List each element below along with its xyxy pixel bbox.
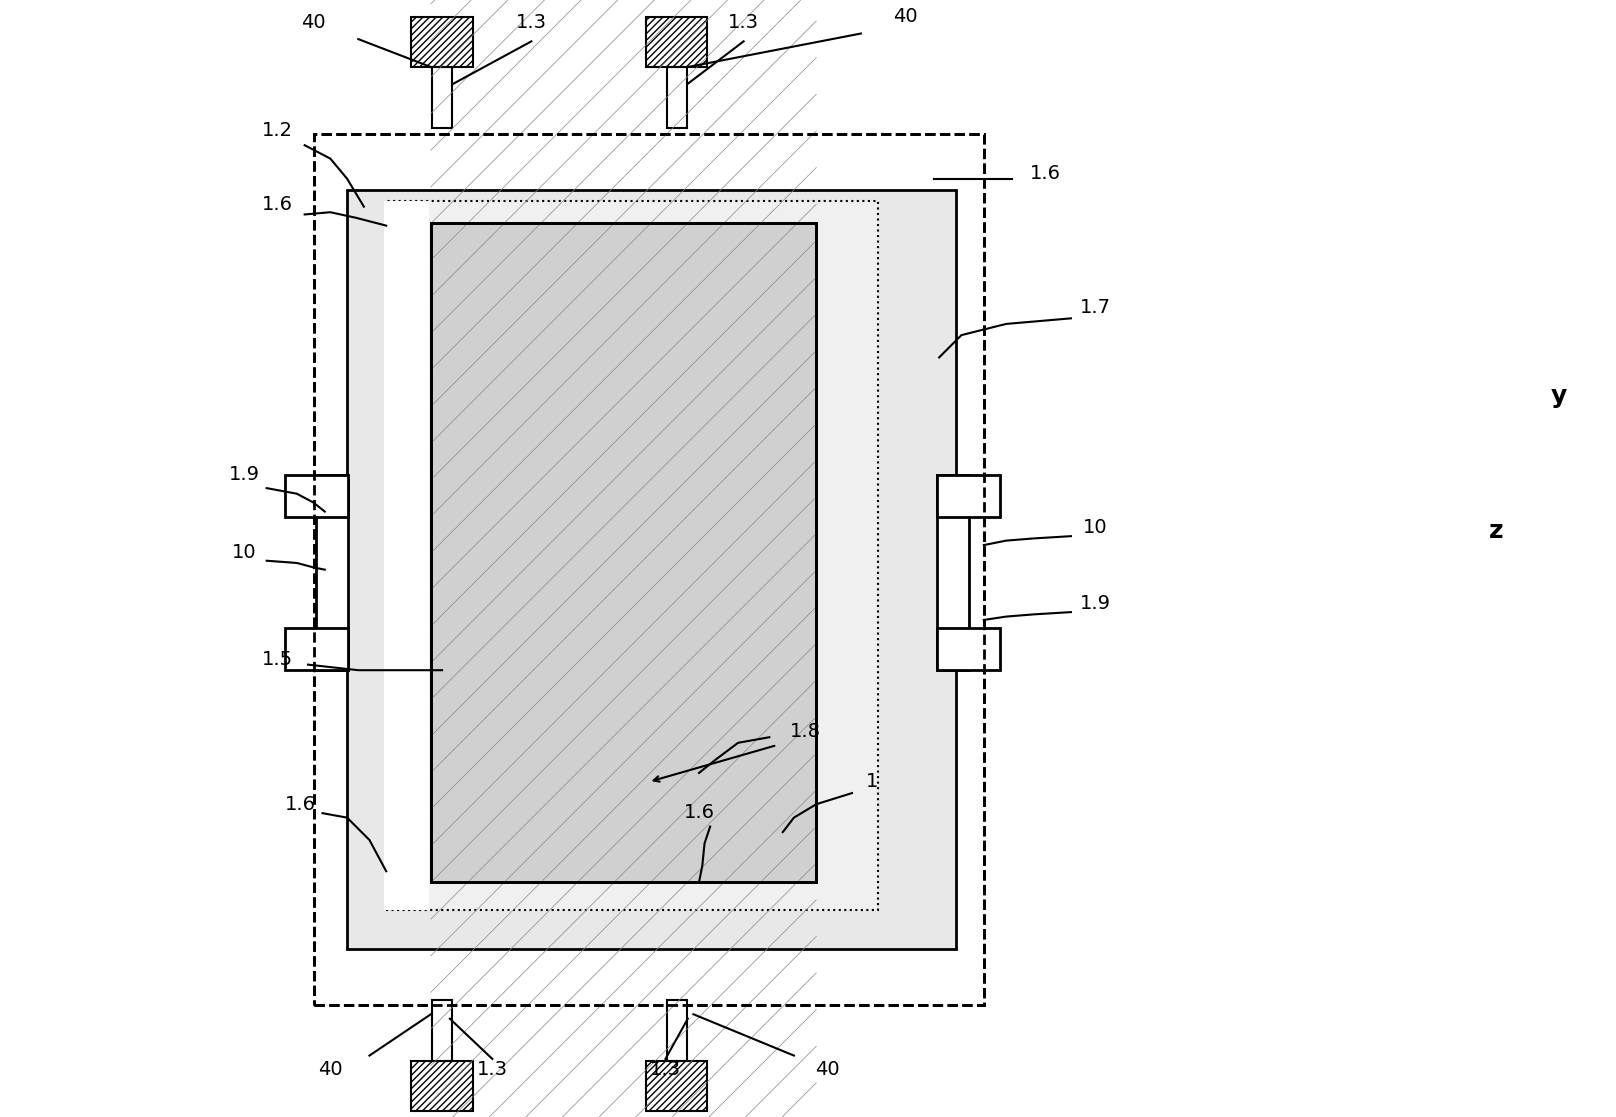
Text: 40: 40 <box>894 8 918 27</box>
Bar <box>386 201 877 910</box>
Text: 1.3: 1.3 <box>729 13 760 32</box>
Text: 1.6: 1.6 <box>684 803 714 822</box>
Bar <box>431 223 816 882</box>
Bar <box>937 475 1000 517</box>
Text: 1: 1 <box>866 773 877 792</box>
Bar <box>412 17 473 67</box>
Bar <box>314 134 984 1005</box>
Text: 1.7: 1.7 <box>1079 298 1112 317</box>
Text: 1.6: 1.6 <box>284 795 315 814</box>
Text: 10: 10 <box>233 544 257 563</box>
Bar <box>937 475 970 670</box>
Text: 1.9: 1.9 <box>1079 594 1112 613</box>
Text: 1.3: 1.3 <box>516 13 546 32</box>
Bar <box>314 134 984 1005</box>
Bar <box>646 17 708 67</box>
Text: 40: 40 <box>318 1060 343 1079</box>
Bar <box>666 1000 687 1061</box>
Text: y: y <box>1551 384 1568 408</box>
Bar <box>431 223 816 882</box>
Bar <box>666 67 687 128</box>
Bar <box>347 190 957 949</box>
Bar <box>431 67 452 128</box>
Text: 1.8: 1.8 <box>790 723 821 742</box>
Bar <box>385 201 428 910</box>
Text: 40: 40 <box>814 1060 840 1079</box>
Bar <box>646 1061 708 1111</box>
Bar <box>284 628 347 670</box>
Text: 10: 10 <box>1083 518 1109 537</box>
Text: 40: 40 <box>301 13 326 32</box>
Text: 1.9: 1.9 <box>229 466 260 485</box>
Text: 1.6: 1.6 <box>262 195 294 214</box>
Bar <box>315 475 347 670</box>
Text: z: z <box>1488 518 1503 543</box>
Text: 1.5: 1.5 <box>262 650 294 669</box>
Circle shape <box>1555 526 1564 535</box>
Text: 1.6: 1.6 <box>1029 164 1060 183</box>
Bar <box>284 475 347 517</box>
Text: 1.3: 1.3 <box>477 1060 507 1079</box>
Bar <box>937 628 1000 670</box>
Text: 1.3: 1.3 <box>650 1060 680 1079</box>
Bar <box>412 1061 473 1111</box>
Bar <box>431 1000 452 1061</box>
Text: 1.2: 1.2 <box>262 122 294 141</box>
